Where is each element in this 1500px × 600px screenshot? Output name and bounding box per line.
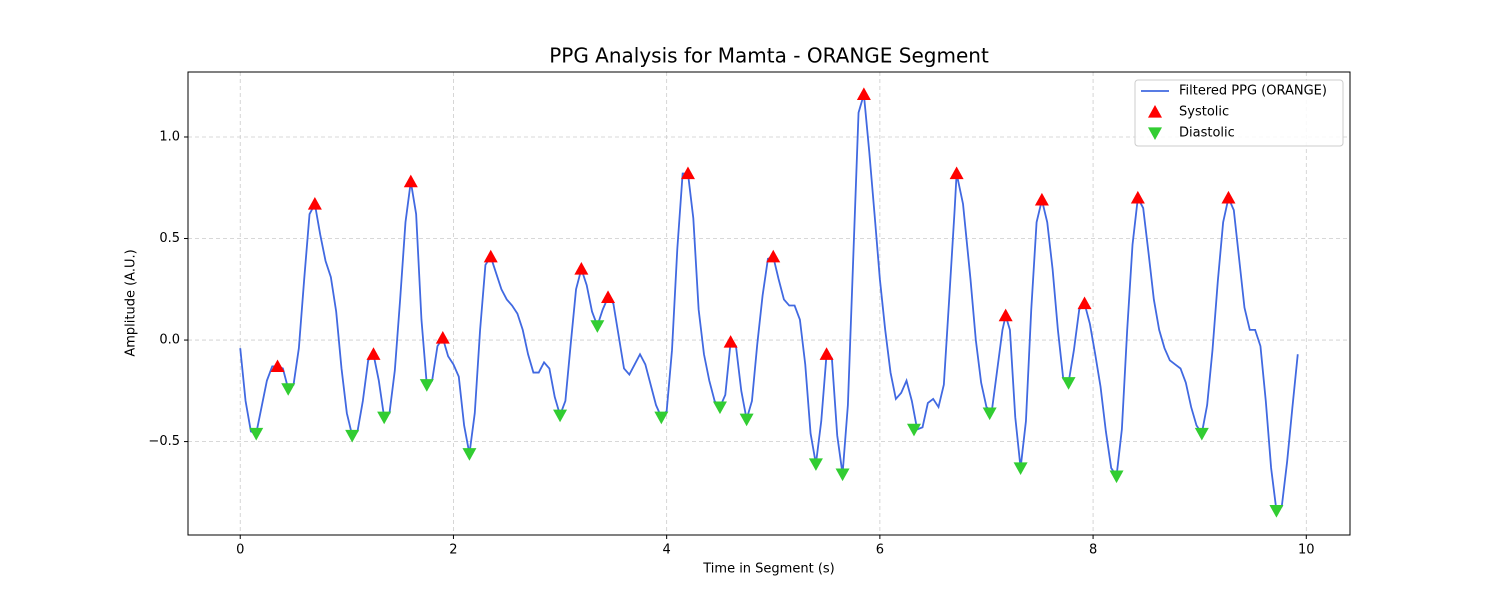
systolic-marker [680, 166, 695, 180]
x-axis-label: Time in Segment (s) [702, 562, 834, 577]
systolic-marker [1077, 296, 1092, 310]
systolic-marker [307, 196, 322, 210]
diastolic-marker [906, 423, 921, 437]
systolic-marker [949, 166, 964, 180]
diastolic-marker [553, 409, 568, 423]
diastolic-marker [281, 383, 296, 396]
diastolic-marker [712, 401, 727, 415]
legend-swatch [1148, 105, 1162, 118]
diastolic-marker [462, 448, 477, 461]
systolic-marker [1221, 190, 1236, 204]
diastolic-marker [808, 458, 823, 471]
diastolic-marker [345, 429, 360, 443]
systolic-marker [1130, 190, 1145, 204]
legend-box [1134, 79, 1344, 147]
legend-label: Diastolic [1179, 126, 1235, 141]
diastolic-marker [419, 379, 434, 392]
systolic-marker [856, 87, 871, 100]
ppg-line [239, 94, 1299, 513]
y-tick-label: 1.0 [159, 129, 180, 144]
y-tick-label: 0.0 [159, 333, 180, 348]
diastolic-marker [835, 468, 850, 482]
systolic-marker [366, 347, 381, 360]
systolic-marker [483, 249, 498, 263]
legend-label: Filtered PPG (ORANGE) [1179, 84, 1327, 99]
systolic-marker [601, 290, 616, 304]
y-tick-label: 0.5 [159, 231, 180, 246]
diastolic-marker [654, 411, 669, 425]
x-tick-label: 2 [449, 543, 457, 558]
diastolic-marker [1194, 427, 1209, 441]
x-tick-label: 6 [876, 543, 884, 558]
diastolic-marker [377, 411, 392, 425]
y-axis-label: Amplitude (A.U.) [124, 249, 139, 356]
y-tick-label: −0.5 [148, 434, 180, 449]
diastolic-marker [739, 413, 754, 427]
diastolic-marker [982, 407, 997, 421]
systolic-marker [998, 308, 1013, 322]
systolic-marker [766, 249, 781, 263]
x-tick-label: 4 [663, 543, 671, 558]
diastolic-marker [590, 320, 605, 333]
x-tick-label: 8 [1089, 543, 1097, 558]
legend-swatch [1148, 127, 1162, 140]
diastolic-marker [1061, 377, 1076, 390]
x-tick-label: 0 [236, 543, 244, 558]
legend-label: Systolic [1179, 105, 1229, 120]
diastolic-marker [1109, 470, 1124, 484]
systolic-marker [403, 174, 418, 188]
systolic-marker [435, 331, 450, 344]
systolic-marker [270, 359, 285, 373]
systolic-marker [1034, 192, 1049, 206]
diastolic-marker [1013, 462, 1028, 475]
x-tick-label: 10 [1298, 543, 1315, 558]
diastolic-marker [1269, 505, 1284, 518]
plot-frame [187, 71, 1351, 536]
diastolic-marker [249, 427, 264, 441]
systolic-marker [574, 261, 589, 275]
chart-title: PPG Analysis for Mamta - ORANGE Segment [549, 44, 989, 68]
systolic-marker [819, 347, 834, 360]
systolic-marker [723, 335, 738, 348]
